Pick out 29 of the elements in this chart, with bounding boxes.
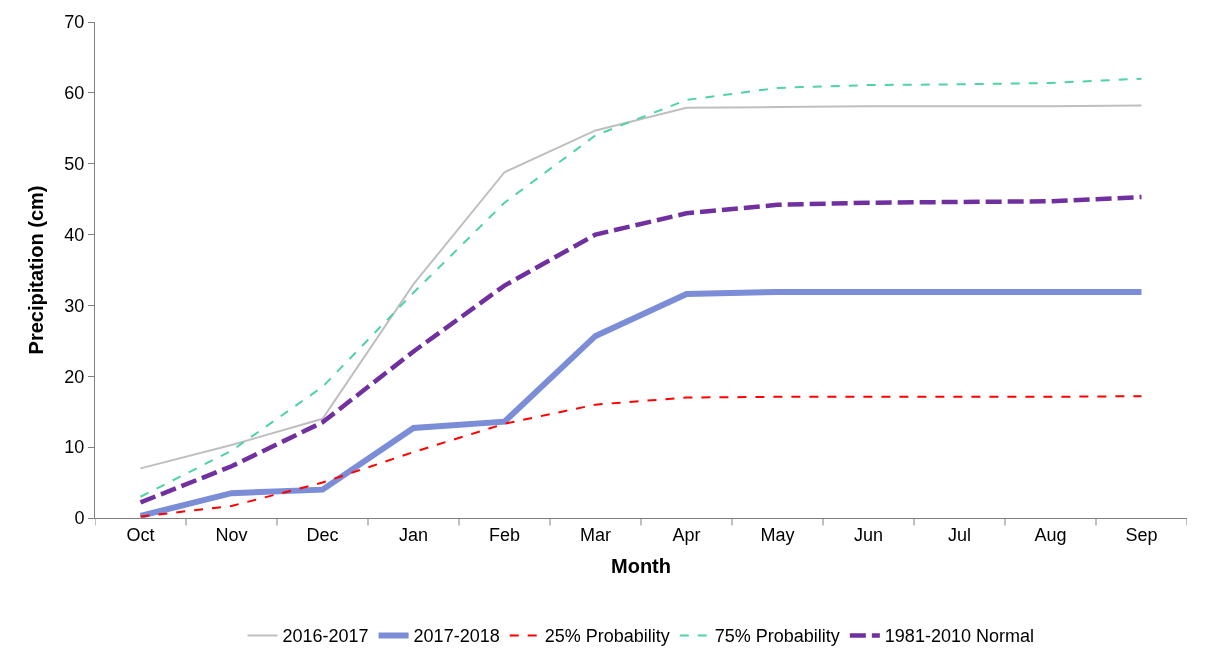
x-tick-label: Mar xyxy=(580,524,611,545)
y-tick-label: 50 xyxy=(64,154,85,175)
legend-label: 2017-2018 xyxy=(413,626,500,647)
x-axis-title: Month xyxy=(611,555,671,578)
x-tick-label: Feb xyxy=(488,524,521,545)
y-tick-label: 0 xyxy=(74,508,85,529)
x-tick-label: Jul xyxy=(947,524,972,545)
y-tick-label: 10 xyxy=(64,437,85,458)
x-tick-label: Sep xyxy=(1125,524,1158,545)
y-tick-label: 40 xyxy=(64,224,85,245)
y-tick-label: 30 xyxy=(64,295,85,316)
y-tick-label: 60 xyxy=(64,83,85,104)
legend-label: 2016-2017 xyxy=(282,626,369,647)
legend-label: 75% Probability xyxy=(714,626,840,647)
x-tick-label: Jun xyxy=(853,524,884,545)
x-tick-label: Nov xyxy=(215,524,248,545)
line-series xyxy=(139,395,1143,518)
y-tick-label: 20 xyxy=(64,366,85,387)
legend-label: 1981-2010 Normal xyxy=(884,626,1034,647)
x-tick-label: May xyxy=(760,524,795,545)
x-tick-label: Jan xyxy=(398,524,429,545)
line-series xyxy=(138,194,1144,505)
x-tick-label: Apr xyxy=(672,524,701,545)
legend-label: 25% Probability xyxy=(544,626,670,647)
y-axis-title: Precipitation (cm) xyxy=(24,185,47,355)
x-tick-label: Aug xyxy=(1034,524,1067,545)
x-tick-label: Oct xyxy=(126,524,155,545)
x-tick-label: Dec xyxy=(306,524,339,545)
y-tick-label: 70 xyxy=(64,12,85,33)
